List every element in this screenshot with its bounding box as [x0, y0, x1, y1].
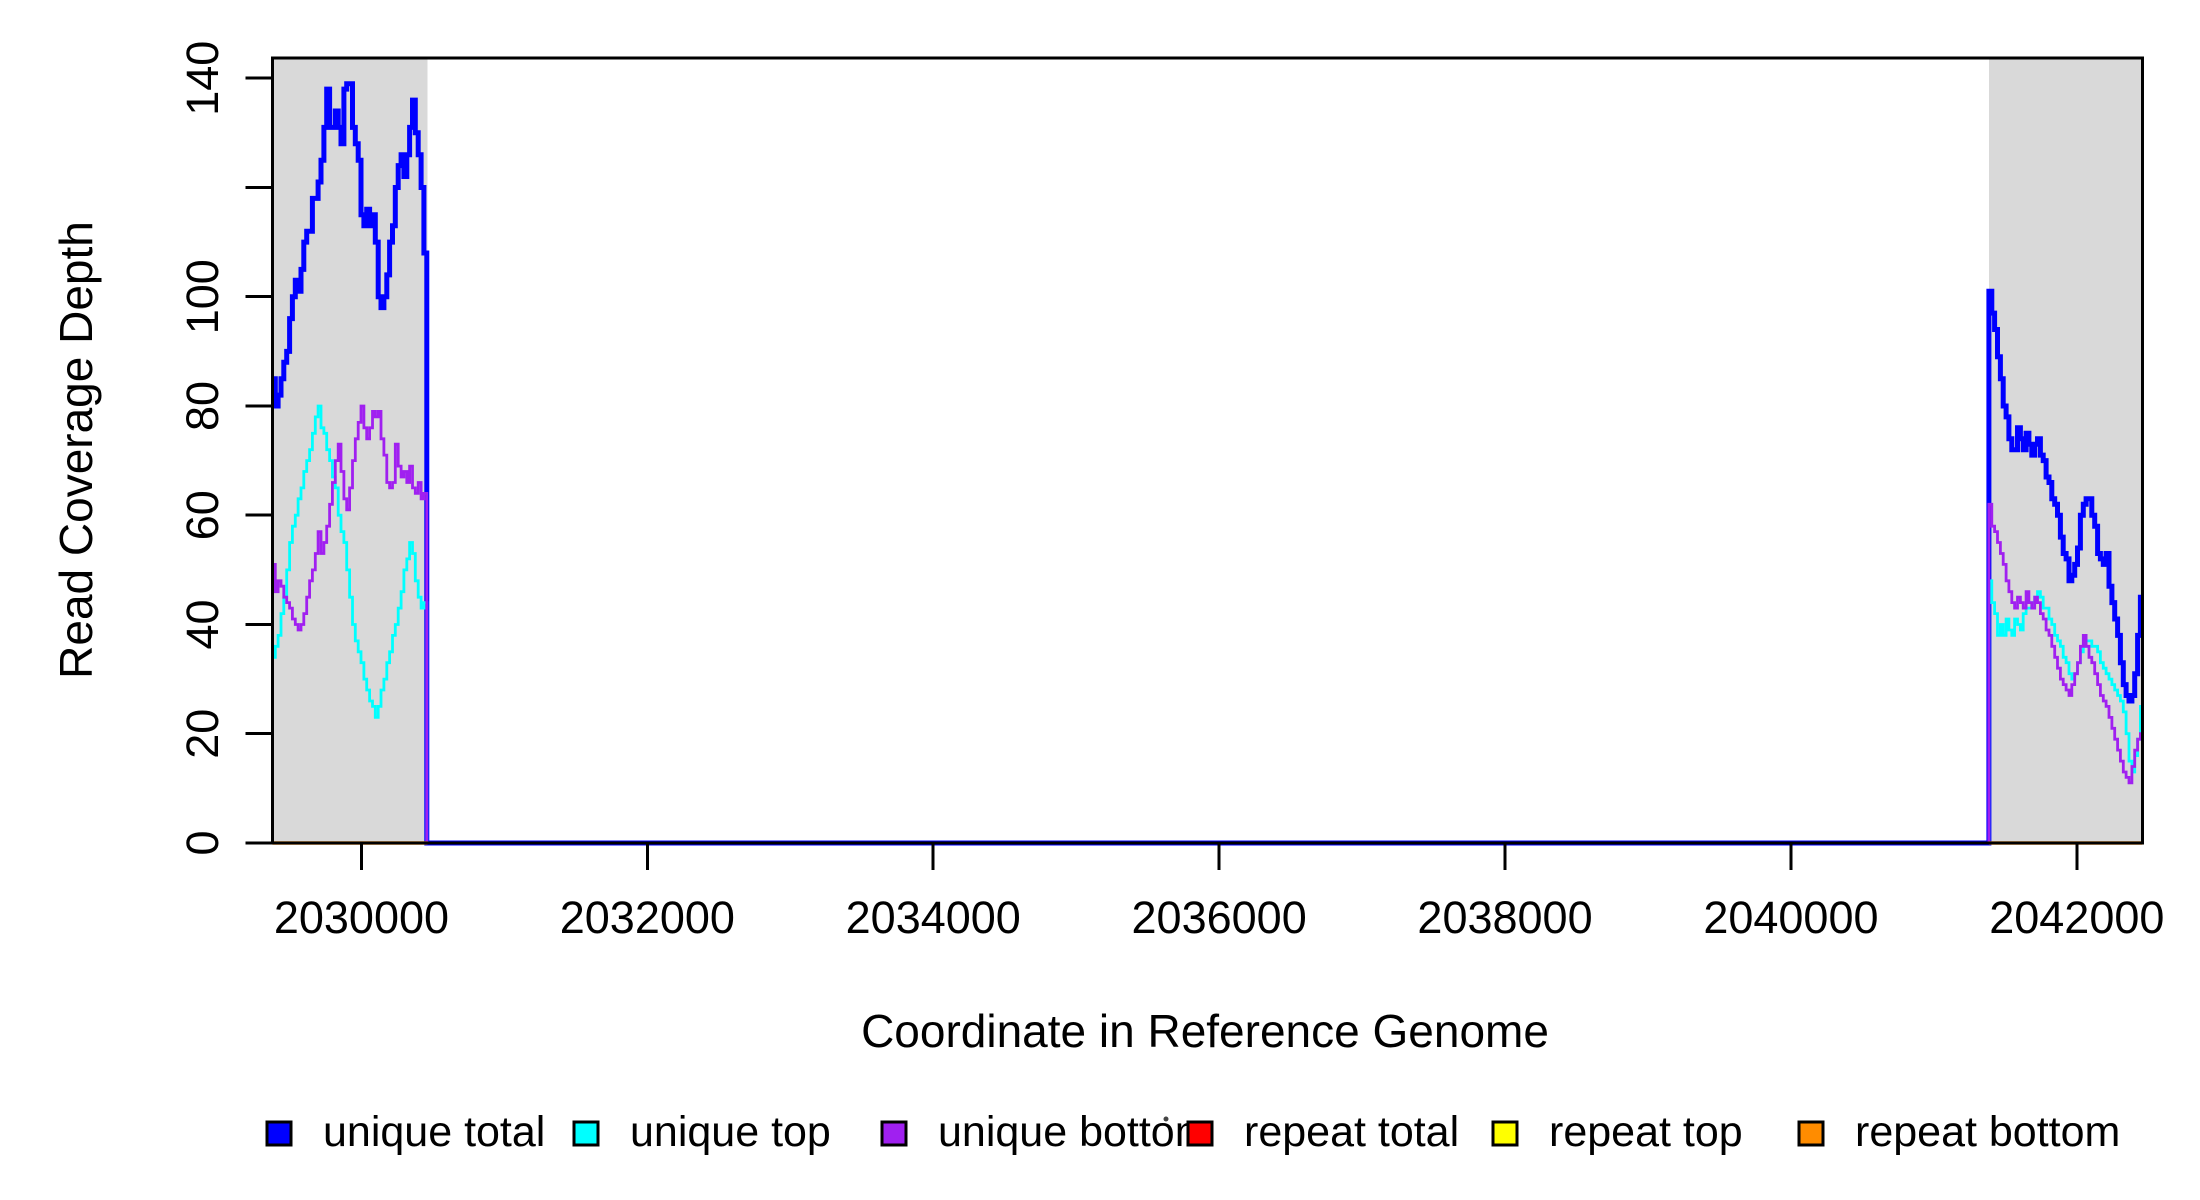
series-unique-total — [272, 81, 2143, 846]
legend-item-unique-bottom: unique bottom — [880, 1108, 1211, 1156]
x-tick-label: 2032000 — [560, 892, 735, 943]
series-unique-top — [272, 404, 2143, 845]
axis-tick-labels: 2030000 2032000 2034000 2036000 2038000 20400… — [177, 41, 2164, 943]
plot-box — [270, 56, 2144, 845]
legend-item-unique-total: unique total — [265, 1108, 545, 1156]
axis-ticks — [245, 76, 2079, 870]
legend-label: unique bottom — [938, 1108, 1211, 1156]
legend-item-repeat-total: repeat total — [1186, 1108, 1459, 1156]
legend-label: repeat top — [1549, 1108, 1743, 1156]
y-tick-label: 60 — [177, 490, 228, 540]
legend-label: repeat bottom — [1855, 1108, 2120, 1156]
legend-swatch — [1186, 1120, 1214, 1147]
x-tick-label: 2040000 — [1703, 892, 1878, 943]
y-tick-label: 20 — [177, 709, 228, 759]
legend-swatch — [265, 1120, 293, 1147]
legend-swatch — [880, 1120, 908, 1147]
x-tick-label: 2034000 — [846, 892, 1021, 943]
x-tick-label: 2042000 — [1989, 892, 2164, 943]
plot-border — [270, 56, 2144, 845]
legend-label: unique total — [323, 1108, 545, 1156]
x-axis-title: Coordinate in Reference Genome — [861, 1005, 1549, 1057]
x-tick-label: 2030000 — [274, 892, 449, 943]
y-tick-label: 0 — [177, 830, 228, 855]
series-lines — [272, 81, 2143, 846]
legend-item-unique-top: unique top — [572, 1108, 831, 1156]
legend: unique total unique top unique bottom repea… — [265, 1108, 2120, 1156]
legend-swatch — [572, 1120, 600, 1147]
y-tick-label: 80 — [177, 381, 228, 431]
x-tick-label: 2036000 — [1132, 892, 1307, 943]
shaded-regions — [272, 58, 2143, 843]
stray-dot — [1163, 1116, 1169, 1122]
legend-item-repeat-top: repeat top — [1491, 1108, 1743, 1156]
x-tick-label: 2038000 — [1417, 892, 1592, 943]
y-tick-label: 100 — [177, 259, 228, 334]
legend-item-repeat-bottom: repeat bottom — [1797, 1108, 2120, 1156]
legend-label: unique top — [630, 1108, 831, 1156]
shaded-region — [272, 58, 428, 843]
y-tick-label: 40 — [177, 599, 228, 649]
legend-swatch — [1491, 1120, 1519, 1147]
legend-swatch — [1797, 1120, 1825, 1147]
legend-label: repeat total — [1244, 1108, 1459, 1156]
series-unique-bottom — [272, 404, 2143, 845]
y-axis-title: Read Coverage Depth — [50, 221, 102, 679]
y-tick-label: 140 — [177, 41, 228, 116]
